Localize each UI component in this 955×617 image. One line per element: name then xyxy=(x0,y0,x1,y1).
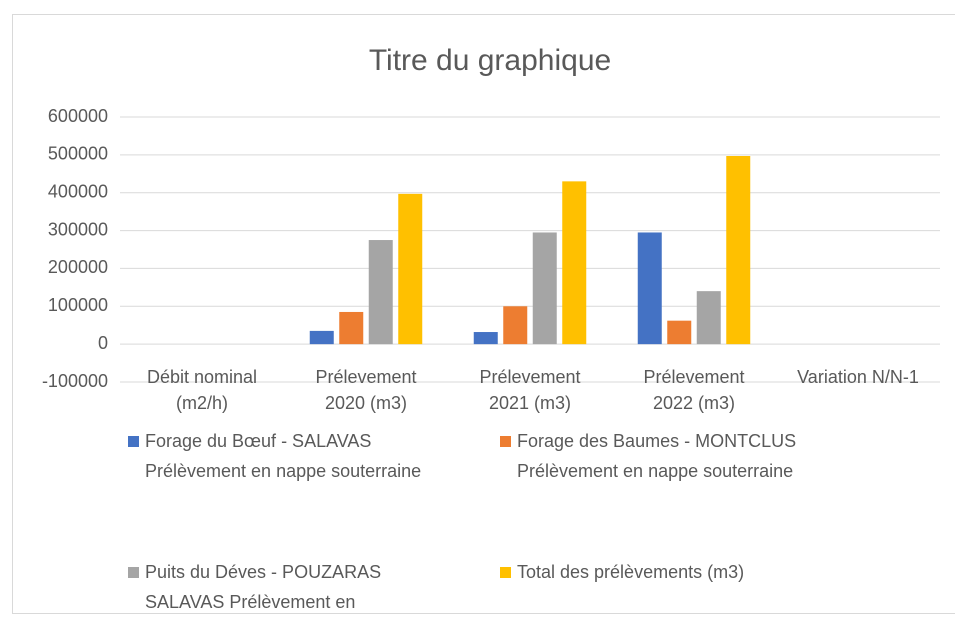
legend-label: Forage des Baumes - MONTCLUS Prélèvement… xyxy=(517,431,797,481)
y-tick-label: 600000 xyxy=(48,106,108,126)
y-tick-label: -100000 xyxy=(42,371,108,391)
x-tick-label: Prélevement 2022 (m3) xyxy=(643,367,745,413)
bar xyxy=(696,291,721,345)
bar xyxy=(637,232,662,345)
legend-item: Forage des Baumes - MONTCLUS Prélèvement… xyxy=(500,426,822,486)
y-tick-label: 0 xyxy=(98,333,108,353)
legend-swatch xyxy=(500,567,511,578)
x-tick-label: Variation N/N-1 xyxy=(797,367,919,387)
legend-label: Total des prélèvements (m3) xyxy=(517,562,745,582)
y-tick-label: 500000 xyxy=(48,144,108,164)
legend-label: Forage du Bœuf - SALAVAS Prélèvement en … xyxy=(145,431,422,481)
y-tick-label: 100000 xyxy=(48,295,108,315)
legend-item: Puits du Déves - POUZARAS SALAVAS Prélèv… xyxy=(128,557,450,617)
chart-title: Titre du graphique xyxy=(369,44,611,77)
legend-swatch xyxy=(128,436,139,447)
bar xyxy=(562,181,587,345)
bar xyxy=(309,330,334,345)
legend-swatch xyxy=(128,567,139,578)
bar xyxy=(532,232,557,345)
bar xyxy=(368,240,393,345)
legend-swatch xyxy=(500,436,511,447)
bar xyxy=(339,311,364,345)
x-tick-label: Prélevement 2021 (m3) xyxy=(479,367,581,413)
bar xyxy=(667,320,692,345)
y-tick-label: 200000 xyxy=(48,257,108,277)
y-tick-label: 400000 xyxy=(48,181,108,201)
y-tick-label: 300000 xyxy=(48,219,108,239)
x-tick-label: Prélevement 2020 (m3) xyxy=(315,367,417,413)
chart: Titre du graphique -100000 0 100000 200000 3… xyxy=(42,44,940,391)
legend-item: Total des prélèvements (m3) xyxy=(500,557,822,587)
legend-label: Puits du Déves - POUZARAS SALAVAS Prélèv… xyxy=(145,562,382,612)
bar xyxy=(503,306,528,345)
page: {"chart_data": {"type": "bar", "title": … xyxy=(12,14,955,614)
bar xyxy=(398,193,423,345)
legend-item: Forage du Bœuf - SALAVAS Prélèvement en … xyxy=(128,426,450,486)
bar xyxy=(473,332,498,345)
bar xyxy=(726,155,751,345)
x-tick-label: Débit nominal (m2/h) xyxy=(146,367,258,413)
